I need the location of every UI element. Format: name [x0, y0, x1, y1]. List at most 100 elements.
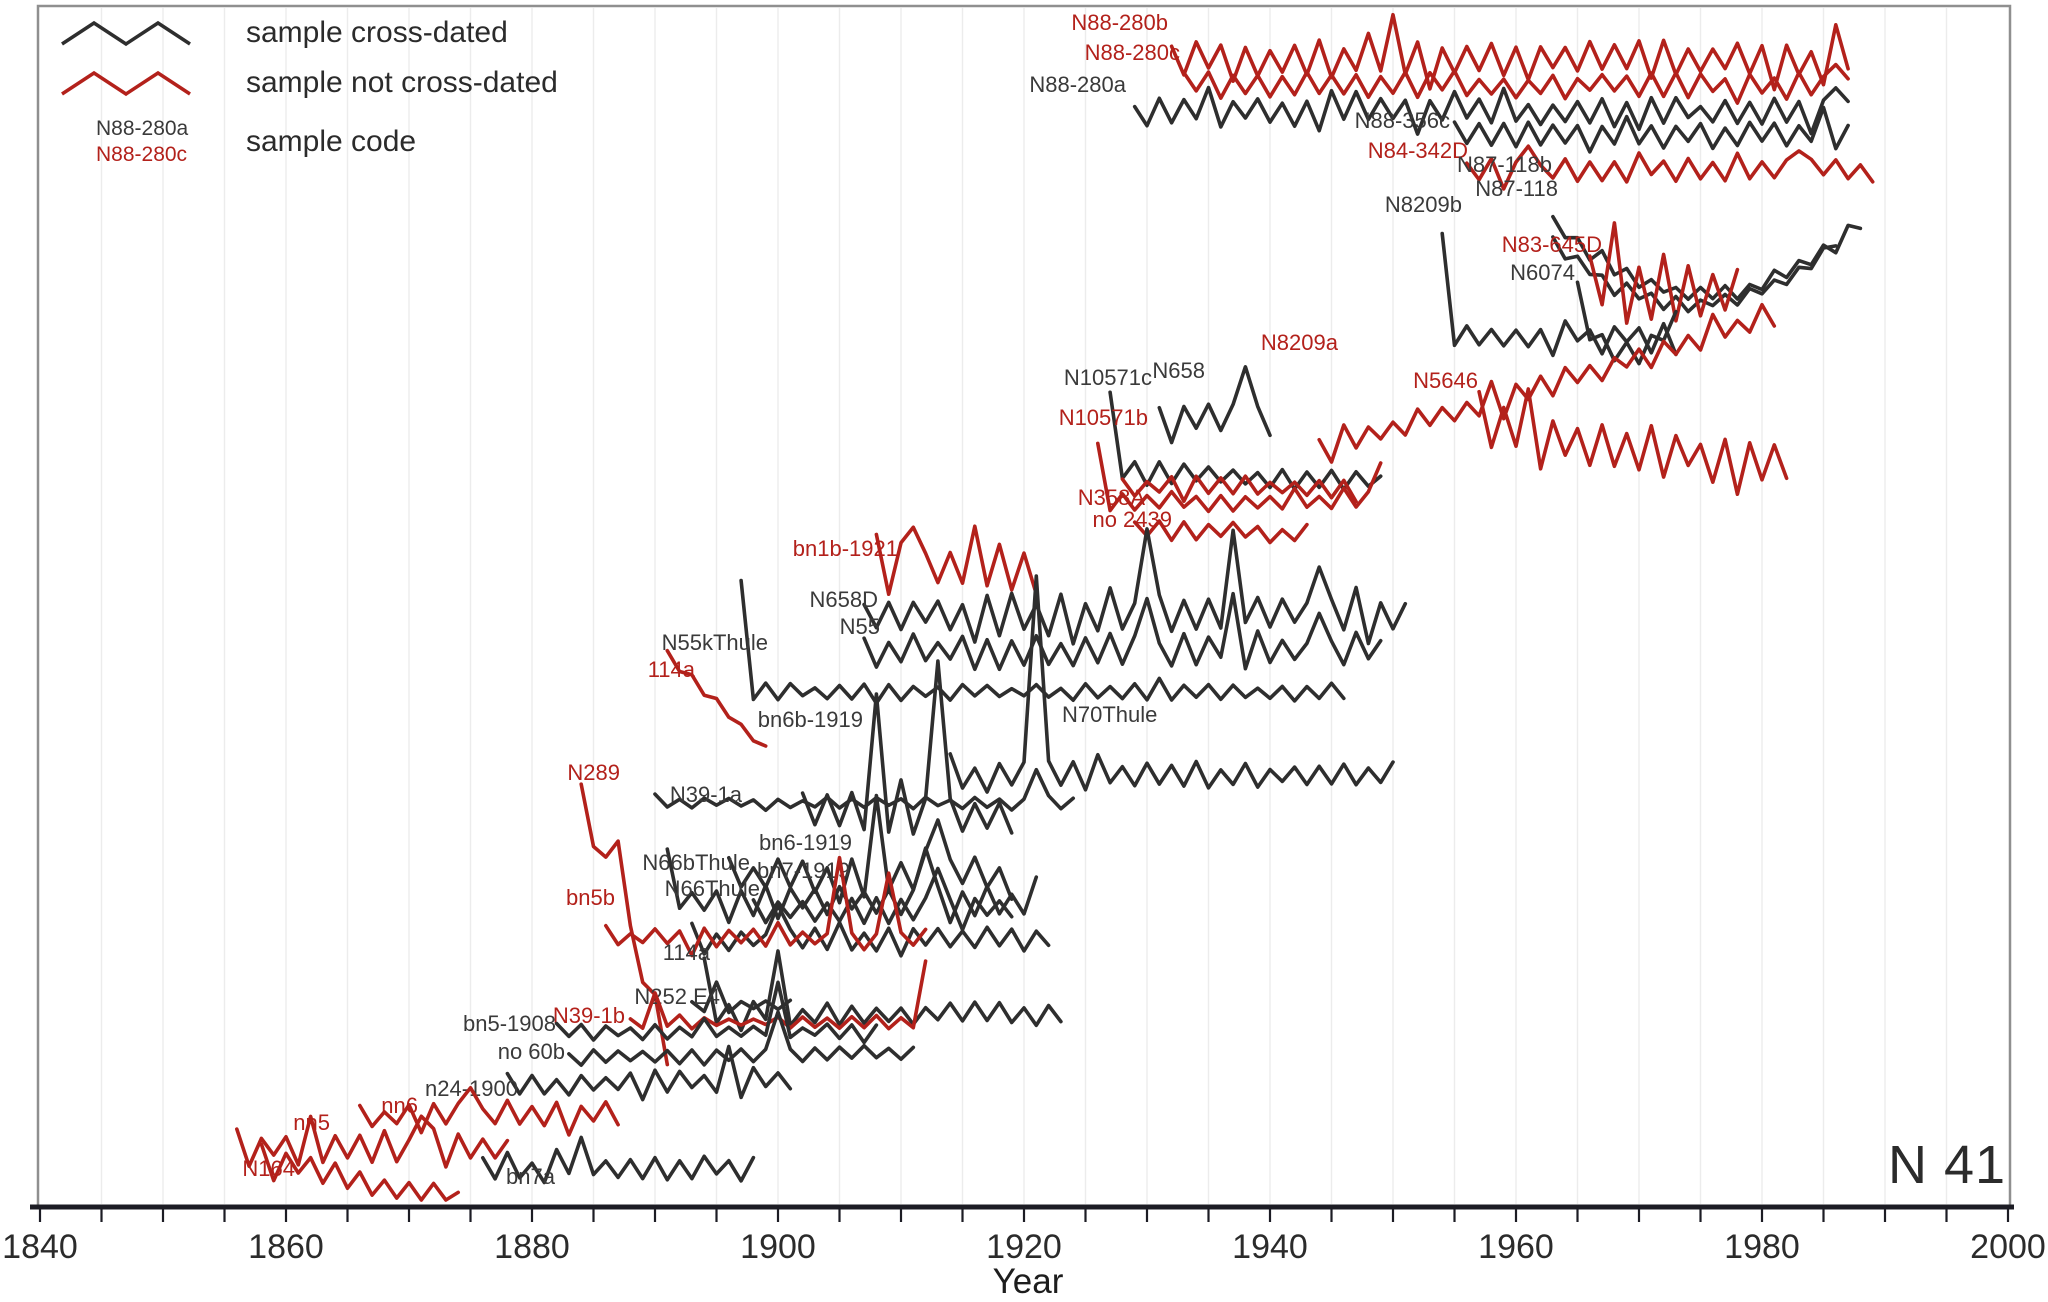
- series-26-bn6-1919: bn6-1919: [726, 793, 1014, 905]
- series-line: [665, 846, 1039, 925]
- series-line: [505, 1044, 793, 1102]
- series-39-N164: N164: [242, 1142, 461, 1202]
- series-line: [1440, 231, 1678, 358]
- series-label: N87-118: [1475, 176, 1558, 201]
- series-14-N10571b: N10571b: [1059, 405, 1383, 514]
- series-line: [1120, 474, 1358, 504]
- series-label: N88-356c: [1355, 108, 1450, 133]
- x-tick-label-1960: 1960: [1478, 1228, 1554, 1266]
- series-2-N88-280a: N88-280a: [1029, 72, 1850, 136]
- series-label: N87-118b: [1457, 152, 1552, 177]
- x-tick-label-1940: 1940: [1232, 1228, 1308, 1266]
- series-line: [357, 1086, 620, 1137]
- series-line: [1182, 62, 1850, 105]
- series-line: [1157, 364, 1272, 445]
- series-17-bn1b-1921: bn1b-1921: [793, 524, 1039, 597]
- series-line: [1132, 85, 1850, 136]
- series-label: N55kThule: [662, 630, 768, 655]
- series-label: N70Thule: [1062, 702, 1157, 727]
- series-label: N5646: [1413, 368, 1478, 393]
- series-22-bn6b-1919: bn6b-1919: [758, 659, 1014, 836]
- series-label: bn7a: [506, 1164, 556, 1189]
- series-24-N289: N289: [567, 760, 670, 1067]
- series-line: [862, 591, 1383, 672]
- series-line: [1465, 144, 1875, 191]
- series-27-N66bThule: N66bThule: [642, 846, 1039, 925]
- series-3-N88-356c: N88-356c: [1355, 105, 1850, 154]
- series-label: N10571b: [1059, 405, 1148, 430]
- series-label: N252 E4: [634, 984, 720, 1009]
- series-32-N252-E4: N252 E4: [634, 980, 793, 1015]
- series-line: [1108, 390, 1383, 492]
- series-12-N10571c: N10571c: [1064, 365, 1383, 492]
- series-8-N83-645D: N83-645D: [1502, 221, 1740, 325]
- series-line: [800, 659, 1014, 836]
- series-line: [1317, 302, 1777, 464]
- x-tick-label-1840: 1840: [2, 1228, 78, 1266]
- series-line: [1452, 105, 1850, 154]
- x-tick-label-1880: 1880: [494, 1228, 570, 1266]
- series-label: N55: [840, 614, 880, 639]
- series-label: N66bThule: [642, 850, 750, 875]
- x-tick-label-2000: 2000: [1970, 1228, 2046, 1266]
- x-tick-label-1920: 1920: [986, 1228, 1062, 1266]
- legend-sample-code-label: sample code: [246, 125, 417, 159]
- series-line: [579, 782, 670, 1067]
- series-line: [1551, 235, 1838, 314]
- series-label: N358A: [1078, 485, 1146, 510]
- legend-cross-dated-label: sample cross-dated: [246, 16, 508, 49]
- series-21-114a: 114a: [648, 648, 768, 748]
- series-10-N8209a: N8209a: [1261, 302, 1777, 464]
- series-38-nn5: nn5: [235, 1110, 510, 1169]
- series-label: no 2439: [1092, 507, 1172, 532]
- series-4-N84-342D: N84-342D: [1368, 138, 1875, 191]
- series-19-N55: N55: [840, 591, 1383, 672]
- series-line: [702, 949, 1063, 1033]
- series-label: N39-1b: [553, 1003, 625, 1028]
- series-label: bn5-1908: [463, 1011, 556, 1036]
- series-line: [653, 767, 1075, 813]
- series-label: nn6: [381, 1093, 418, 1118]
- series-line: [665, 648, 768, 748]
- series-35-no-60b: no 60b: [498, 1010, 916, 1067]
- series-label: N10571c: [1064, 365, 1152, 390]
- series-6-N87-118: N87-118: [1475, 176, 1838, 314]
- series-label: N6074: [1510, 260, 1575, 285]
- series-label: 114a: [663, 940, 711, 965]
- series-label: N88-280c: [1085, 40, 1180, 65]
- series-29-N66Thule: N66Thule: [665, 876, 1051, 958]
- series-label: N84-342D: [1368, 138, 1468, 163]
- series-15-N358A: N358A: [1078, 474, 1358, 510]
- series-label: N83-645D: [1502, 232, 1602, 257]
- series-9-N6074: N6074: [1510, 260, 1678, 366]
- series-line: [1132, 519, 1309, 545]
- x-axis-title: Year: [992, 1262, 1064, 1301]
- series-label: N88-280b: [1071, 10, 1168, 35]
- series-16-no-2439: no 2439: [1092, 507, 1309, 545]
- plot-id-label: N 41: [1887, 1135, 2007, 1195]
- series-line: [1477, 387, 1789, 497]
- series-label: N39-1a: [670, 782, 743, 807]
- sample-code-example-black: N88-280a: [96, 117, 189, 140]
- series-label: bn6b-1919: [758, 707, 863, 732]
- series-label: bn5b: [566, 885, 615, 910]
- series-label: no 60b: [498, 1039, 565, 1064]
- series-30-bn5b: bn5b: [566, 855, 928, 958]
- series-label: N88-280a: [1029, 72, 1126, 97]
- not-cross-dated-line-icon: [61, 70, 191, 97]
- series-label: N66Thule: [665, 876, 760, 901]
- series-31-114a: 114a: [663, 940, 1063, 1033]
- legend: sample cross-dated sample not cross-date…: [56, 16, 558, 169]
- x-tick-label-1860: 1860: [248, 1228, 324, 1266]
- series-line: [480, 1135, 756, 1185]
- cross-dated-line-icon: [61, 20, 191, 47]
- series-line: [862, 527, 1408, 646]
- series-1-N88-280c: N88-280c: [1085, 40, 1850, 105]
- series-line: [1575, 280, 1678, 366]
- series-label: 114a: [648, 657, 696, 682]
- series-line: [554, 980, 879, 1045]
- series-40-bn7a: bn7a: [480, 1135, 756, 1189]
- x-tick-label-1900: 1900: [740, 1228, 816, 1266]
- x-tick-label-1980: 1980: [1724, 1228, 1800, 1266]
